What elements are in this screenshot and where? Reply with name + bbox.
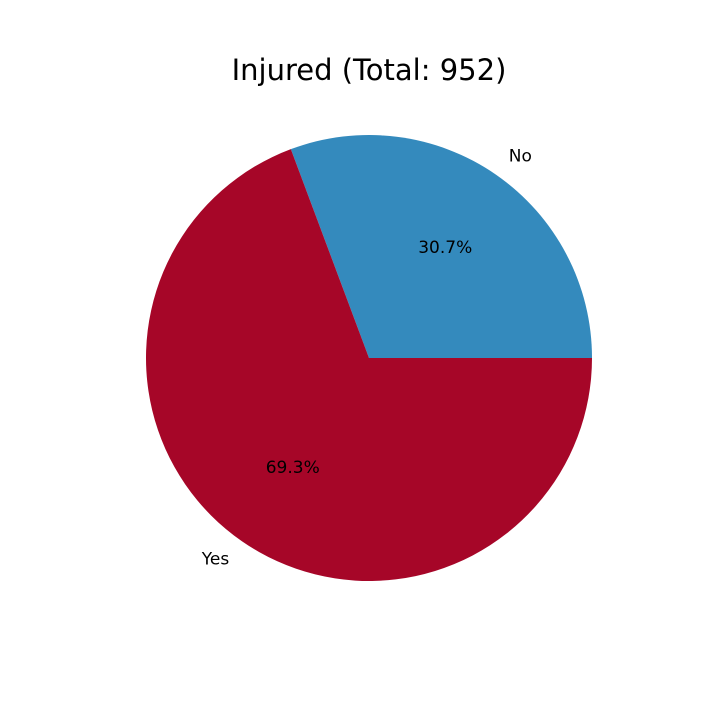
pie-slice-yes xyxy=(146,149,593,582)
pie-labels: No 30.7% Yes 69.3% xyxy=(201,146,532,569)
chart-title: Injured (Total: 952) xyxy=(232,53,507,87)
slice-percent-yes: 69.3% xyxy=(266,458,320,478)
slice-label-no: No xyxy=(509,146,532,166)
pie-slice-no xyxy=(290,134,592,358)
slice-percent-no: 30.7% xyxy=(418,238,472,258)
pie-slices xyxy=(146,134,593,582)
slice-label-yes: Yes xyxy=(201,550,230,570)
